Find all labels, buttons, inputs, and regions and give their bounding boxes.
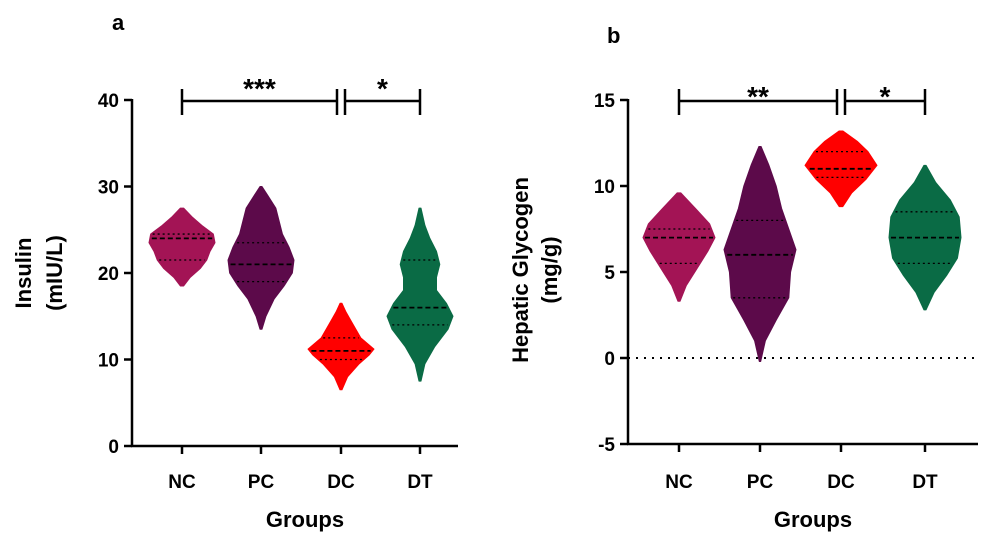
x-tick-label: DC: [327, 472, 355, 493]
violin-nc: [642, 192, 716, 302]
violin-dc: [804, 130, 878, 208]
violin-body: [386, 207, 454, 382]
y-axis-title: (mIU/L): [42, 235, 67, 311]
y-axis-title: Hepatic Glycogen: [508, 177, 533, 363]
violin-body: [227, 186, 295, 330]
y-axis-title: Insulin: [11, 238, 36, 309]
violin-body: [804, 130, 878, 208]
violin-body: [642, 192, 716, 302]
x-axis-title: Groups: [266, 507, 344, 532]
violin-dc: [307, 302, 375, 391]
significance-label: *: [880, 81, 891, 112]
y-tick-label: -5: [598, 435, 615, 456]
x-tick-label: DT: [407, 472, 433, 493]
panel-letter: a: [112, 10, 125, 35]
x-axis-title: Groups: [774, 507, 852, 532]
y-tick-label: 0: [604, 349, 615, 370]
y-tick-label: 5: [604, 263, 615, 284]
violin-dt: [386, 207, 454, 382]
x-tick-label: DC: [827, 472, 855, 493]
violin-body: [307, 302, 375, 391]
violin-dt: [888, 164, 962, 311]
y-tick-label: 10: [594, 177, 615, 198]
y-tick-label: 0: [108, 437, 119, 458]
x-tick-label: NC: [665, 472, 693, 493]
y-tick-label: 10: [98, 351, 119, 372]
violin-body: [148, 207, 216, 287]
significance-label: **: [747, 81, 769, 112]
y-axis-title: (mg/g): [537, 236, 562, 303]
y-tick-label: 20: [98, 264, 119, 285]
violin-pc: [723, 145, 797, 362]
x-tick-label: NC: [168, 472, 196, 493]
panel-letter: b: [607, 23, 620, 48]
significance-label: ***: [243, 73, 276, 104]
violin-pc: [227, 186, 295, 330]
y-tick-label: 30: [98, 178, 119, 199]
y-tick-label: 15: [594, 91, 616, 112]
x-tick-label: PC: [747, 472, 774, 493]
violin-nc: [148, 207, 216, 287]
y-tick-label: 40: [98, 91, 119, 112]
significance-label: *: [377, 73, 388, 104]
x-tick-label: DT: [912, 472, 938, 493]
x-tick-label: PC: [248, 472, 275, 493]
